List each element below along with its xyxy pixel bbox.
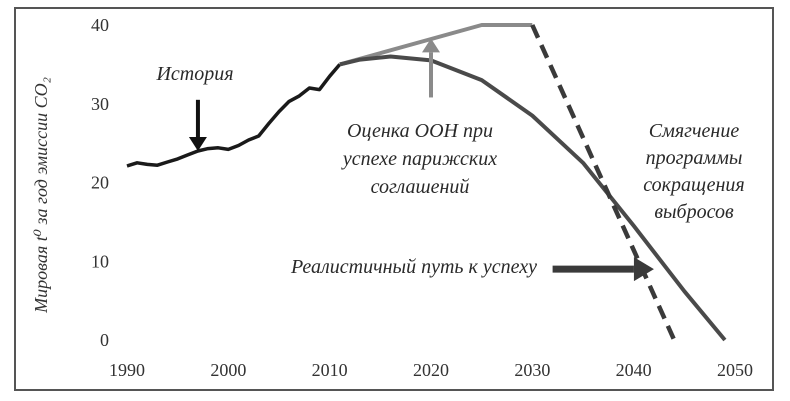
annotation-arrows (188, 38, 654, 282)
annotation-text: История (155, 63, 233, 85)
annotation-text: Оценка ООН при (347, 120, 493, 142)
x-axis-ticks: 1990 2000 2010 2020 2030 2040 2050 (109, 360, 753, 380)
annotation-arrow-head (422, 38, 440, 53)
x-tick-label: 2040 (616, 360, 652, 380)
y-tick-label: 0 (100, 330, 109, 350)
y-tick-label: 10 (91, 251, 109, 271)
y-tick-label: 20 (91, 173, 109, 193)
x-tick-label: 2010 (312, 360, 348, 380)
annotation-text: Реалистичный путь к успеху (290, 256, 537, 278)
annotation-text: Смягчение (649, 120, 740, 142)
y-axis-label: Мировая t⁰ за год эмиссии CO₂ (31, 77, 51, 314)
series-line (530, 24, 677, 341)
series-line (339, 54, 727, 342)
annotation-arrow-head (188, 137, 207, 151)
annotation-arrow-head (633, 257, 654, 282)
y-axis-ticks: 0 10 20 30 40 (91, 15, 109, 350)
annotation-text: программы (646, 147, 743, 169)
annotation-text: сокращения (643, 174, 744, 196)
annotation-text: выбросов (654, 201, 734, 223)
series-line (339, 23, 533, 67)
series-lines (126, 23, 727, 342)
annotation-text: успехе парижских (341, 148, 497, 170)
x-tick-label: 1990 (109, 360, 145, 380)
y-tick-label: 30 (91, 94, 109, 114)
chart-frame (14, 7, 774, 391)
x-tick-label: 2050 (717, 360, 753, 380)
x-tick-label: 2020 (413, 360, 449, 380)
annotation-labels: История Оценка ООН при успехе парижских сог… (155, 63, 744, 278)
x-tick-label: 2030 (514, 360, 550, 380)
series-line (126, 63, 342, 168)
y-tick-label: 40 (91, 15, 109, 35)
annotation-text: соглашений (371, 176, 470, 198)
x-tick-label: 2000 (210, 360, 246, 380)
